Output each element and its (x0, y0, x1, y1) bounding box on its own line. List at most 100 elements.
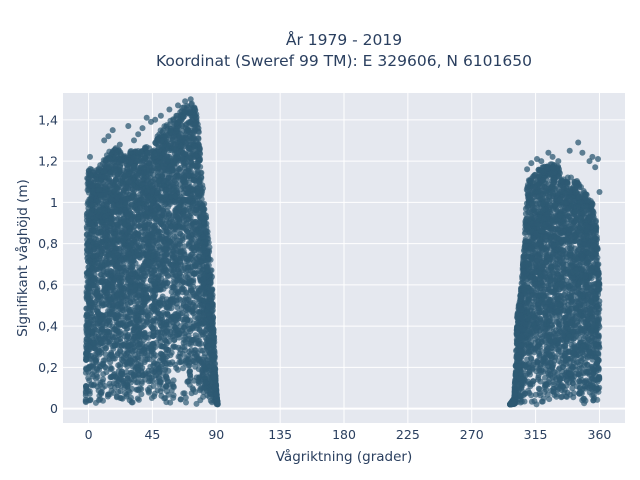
data-point (197, 347, 204, 354)
data-point (88, 382, 95, 389)
data-point (137, 344, 143, 351)
data-point (113, 323, 120, 330)
data-point (84, 225, 90, 232)
data-point (113, 375, 120, 382)
data-point (182, 334, 188, 341)
data-point (159, 270, 166, 277)
data-point (200, 393, 207, 400)
data-point (115, 201, 122, 208)
data-point (193, 400, 200, 407)
data-point (131, 137, 137, 144)
data-point (184, 190, 191, 197)
data-point (143, 214, 150, 221)
data-point (142, 287, 149, 293)
data-point (139, 125, 146, 132)
data-point (181, 318, 188, 325)
data-point (86, 364, 93, 371)
data-point (161, 280, 168, 287)
data-point (172, 156, 179, 163)
data-point (137, 164, 144, 171)
data-point (87, 211, 94, 217)
data-point (186, 205, 193, 212)
data-point (148, 375, 155, 381)
data-point (142, 371, 149, 378)
data-point (88, 281, 94, 288)
data-point (120, 317, 127, 324)
data-point (154, 236, 161, 243)
data-point (199, 384, 205, 391)
data-point (174, 150, 181, 156)
data-point (159, 129, 166, 135)
data-point (88, 201, 95, 208)
data-point (98, 329, 104, 336)
data-point (107, 310, 114, 317)
data-point (198, 329, 205, 336)
data-point (190, 386, 197, 393)
data-point (135, 367, 142, 374)
data-point (88, 334, 95, 341)
data-point (188, 347, 195, 353)
data-point (190, 310, 197, 317)
data-point (170, 175, 176, 182)
data-point (147, 244, 154, 251)
data-point (104, 328, 111, 335)
data-point (165, 165, 172, 172)
data-point (107, 359, 114, 366)
data-point (208, 346, 215, 353)
data-point (82, 392, 89, 399)
data-point (131, 344, 138, 351)
data-point (183, 399, 189, 406)
data-point (88, 220, 95, 227)
data-point (167, 261, 174, 268)
data-point (165, 203, 172, 210)
data-point (211, 353, 218, 360)
data-point (88, 299, 95, 306)
data-point (151, 150, 158, 157)
data-point (144, 205, 151, 212)
data-point (188, 135, 195, 142)
data-point (190, 200, 197, 207)
data-point (125, 251, 132, 258)
data-point (95, 197, 102, 204)
data-point (197, 314, 204, 321)
data-point (102, 233, 109, 239)
data-point (150, 252, 157, 259)
data-point (190, 128, 197, 135)
data-point (144, 177, 151, 184)
data-point (88, 235, 95, 242)
data-point (191, 122, 198, 128)
data-point (180, 286, 187, 293)
data-point (176, 274, 183, 281)
data-point (130, 257, 137, 264)
data-point (150, 293, 157, 300)
data-point (97, 363, 104, 370)
data-point (189, 324, 196, 330)
data-point (106, 380, 113, 387)
data-point (186, 243, 193, 250)
chart-subtitle: Koordinat (Sweref 99 TM): E 329606, N 61… (156, 52, 532, 70)
data-point (101, 285, 108, 292)
data-point (117, 363, 123, 370)
data-point (214, 401, 221, 408)
data-point (126, 359, 133, 366)
data-point (95, 295, 101, 302)
data-point (170, 384, 177, 391)
data-point (196, 296, 203, 303)
data-point (163, 257, 170, 264)
data-point (187, 96, 194, 103)
data-point (103, 201, 110, 208)
data-point (162, 311, 168, 318)
data-point (114, 159, 121, 166)
data-point (85, 375, 92, 381)
data-point (126, 308, 133, 315)
data-point (213, 391, 220, 398)
data-point (180, 171, 187, 178)
data-point (150, 171, 157, 178)
data-point (98, 261, 105, 268)
data-point (87, 181, 94, 188)
data-point (172, 193, 179, 200)
data-point (151, 300, 158, 307)
data-point (131, 224, 138, 230)
data-point (195, 135, 202, 142)
data-point (137, 149, 144, 156)
